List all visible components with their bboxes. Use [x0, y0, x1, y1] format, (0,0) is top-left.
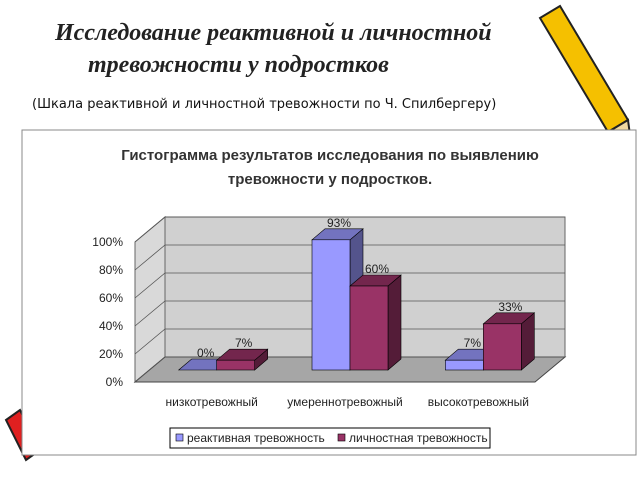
slide-title: тревожности у подростков: [88, 52, 389, 78]
slide-title: Исследование реактивной и личностной: [54, 20, 492, 46]
chart-title: тревожности у подростков.: [228, 171, 432, 188]
grid-line: [134, 328, 565, 355]
bar: [311, 239, 351, 371]
bar: [349, 285, 389, 371]
y-tick-label: 80%: [99, 263, 123, 277]
legend: [169, 427, 491, 449]
legend-label: реактивная тревожность: [187, 431, 325, 445]
bar: [216, 359, 255, 371]
value-label: 60%: [365, 262, 389, 276]
value-label: 33%: [498, 300, 522, 314]
legend-swatch: [337, 433, 346, 442]
value-label: 0%: [197, 346, 215, 360]
grid-line: [134, 216, 565, 243]
x-tick-label: низкотревожный: [166, 395, 258, 409]
x-tick-label: умереннотревожный: [287, 395, 402, 409]
slide-subtitle: (Шкала реактивной и личностной тревожнос…: [32, 97, 496, 112]
y-tick-label: 100%: [92, 235, 123, 249]
grid-line: [134, 356, 565, 383]
bar: [445, 359, 484, 371]
bar: [483, 323, 522, 371]
value-label: 7%: [235, 336, 253, 350]
y-tick-label: 0%: [106, 375, 124, 389]
y-tick-label: 40%: [99, 319, 123, 333]
value-label: 93%: [327, 216, 351, 230]
y-tick-label: 60%: [99, 291, 123, 305]
grid-line: [134, 300, 565, 327]
legend-label: личностная тревожность: [349, 431, 488, 445]
bar-side: [387, 274, 402, 371]
chart-title: Гистограмма результатов исследования по …: [121, 147, 539, 164]
x-tick-label: высокотревожный: [428, 395, 529, 409]
grid-line: [134, 272, 565, 299]
grid-line: [134, 244, 565, 271]
legend-swatch: [175, 433, 184, 442]
y-tick-label: 20%: [99, 347, 123, 361]
back-wall: [134, 215, 166, 384]
value-label: 7%: [464, 336, 482, 350]
